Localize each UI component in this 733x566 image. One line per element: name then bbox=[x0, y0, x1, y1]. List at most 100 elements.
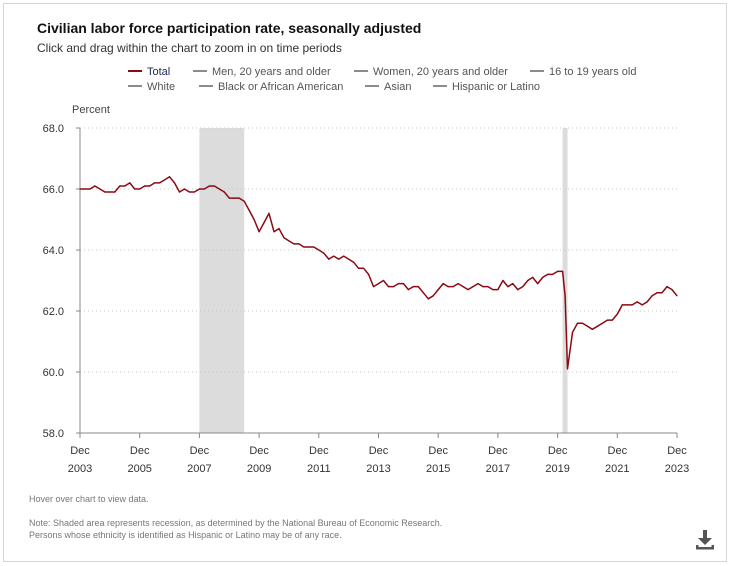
data-point bbox=[348, 258, 350, 260]
data-point bbox=[353, 261, 355, 263]
data-point bbox=[154, 182, 156, 184]
data-point bbox=[532, 276, 534, 278]
data-point bbox=[666, 286, 668, 288]
recession-band bbox=[199, 128, 245, 433]
legend-item-asian[interactable]: Asian bbox=[365, 81, 412, 93]
data-point bbox=[308, 246, 310, 248]
data-point bbox=[213, 185, 215, 187]
chart-panel bbox=[3, 3, 727, 562]
legend-label: Asian bbox=[384, 81, 412, 93]
data-point bbox=[208, 185, 210, 187]
recession-bands bbox=[199, 128, 568, 433]
data-point bbox=[417, 286, 419, 288]
legend-item-total[interactable]: Total bbox=[128, 66, 170, 78]
data-point bbox=[382, 279, 385, 282]
data-point bbox=[656, 292, 658, 294]
x-tick-label-year: 2019 bbox=[545, 463, 569, 475]
data-point bbox=[173, 182, 176, 184]
data-point bbox=[358, 267, 360, 269]
data-point bbox=[576, 322, 579, 324]
legend-item-black[interactable]: Black or African American bbox=[199, 81, 343, 93]
data-point bbox=[218, 188, 220, 190]
x-tick-label-year: 2005 bbox=[127, 463, 151, 475]
x-tick-label-month: Dec bbox=[249, 445, 269, 457]
data-point bbox=[253, 218, 255, 221]
data-point bbox=[134, 188, 136, 190]
x-tick-label-year: 2015 bbox=[426, 463, 450, 475]
legend-swatch bbox=[530, 70, 544, 73]
legend-swatch bbox=[433, 85, 447, 88]
x-tick-label-year: 2017 bbox=[486, 463, 510, 475]
data-point bbox=[591, 328, 594, 330]
legend-item-women-20-plus[interactable]: Women, 20 years and older bbox=[354, 66, 508, 78]
data-point bbox=[203, 188, 205, 190]
x-tick-label-month: Dec bbox=[70, 445, 90, 457]
data-point bbox=[547, 273, 549, 275]
data-point bbox=[452, 286, 454, 288]
data-point bbox=[169, 176, 171, 178]
x-tick-label-year: 2023 bbox=[665, 463, 689, 475]
data-point bbox=[566, 368, 569, 370]
x-tick-label-year: 2007 bbox=[187, 463, 211, 475]
legend-item-16-19[interactable]: 16 to 19 years old bbox=[530, 66, 636, 78]
data-point bbox=[661, 292, 663, 294]
legend-label: 16 to 19 years old bbox=[549, 66, 637, 78]
data-point bbox=[636, 301, 638, 303]
legend-label: Women, 20 years and older bbox=[373, 66, 508, 78]
data-point bbox=[298, 243, 300, 245]
data-point bbox=[372, 286, 375, 288]
data-point bbox=[89, 188, 91, 190]
data-point bbox=[198, 188, 200, 190]
data-point bbox=[104, 191, 106, 193]
series-layer bbox=[79, 176, 678, 370]
data-point bbox=[114, 191, 116, 193]
data-point bbox=[477, 283, 479, 285]
y-tick-label: 64.0 bbox=[43, 245, 64, 257]
data-point bbox=[343, 255, 345, 257]
data-point bbox=[263, 221, 265, 224]
data-point bbox=[84, 188, 86, 190]
data-point bbox=[497, 289, 499, 291]
data-point bbox=[149, 185, 151, 187]
x-tick-label-year: 2011 bbox=[307, 463, 331, 475]
legend-item-white[interactable]: White bbox=[128, 81, 175, 93]
x-tick-label-month: Dec bbox=[369, 445, 389, 457]
data-point bbox=[303, 246, 305, 248]
data-point bbox=[119, 185, 121, 187]
legend-label: Black or African American bbox=[218, 81, 344, 93]
data-point bbox=[377, 283, 380, 285]
data-point bbox=[676, 295, 678, 297]
data-point bbox=[412, 286, 414, 288]
data-point bbox=[333, 255, 335, 257]
x-tick-label-year: 2021 bbox=[605, 463, 629, 475]
data-point bbox=[129, 182, 131, 184]
y-axis-title: Percent bbox=[72, 104, 110, 116]
data-point bbox=[542, 276, 544, 278]
x-tick-label-year: 2003 bbox=[68, 463, 92, 475]
legend-label: Total bbox=[147, 66, 171, 78]
legend-swatch bbox=[354, 70, 368, 73]
data-point bbox=[278, 228, 280, 230]
data-point bbox=[616, 313, 618, 315]
data-point bbox=[457, 283, 459, 285]
data-point bbox=[288, 240, 290, 242]
legend-item-hispanic[interactable]: Hispanic or Latino bbox=[433, 81, 540, 93]
data-point bbox=[482, 286, 484, 288]
data-point bbox=[564, 295, 566, 297]
data-point bbox=[402, 283, 404, 285]
legend-swatch-total bbox=[128, 70, 142, 73]
data-point bbox=[318, 249, 320, 251]
download-button[interactable] bbox=[694, 528, 716, 550]
data-point bbox=[646, 301, 648, 303]
axes: 58.0 60.0 62.0 64.0 66.0 68.0 Dec 2003 Dec 2005 De… bbox=[43, 123, 690, 475]
legend-item-men-20-plus[interactable]: Men, 20 years and older bbox=[193, 66, 331, 78]
data-point bbox=[512, 283, 514, 285]
data-point bbox=[392, 286, 394, 288]
data-point bbox=[492, 289, 494, 291]
x-tick-label-month: Dec bbox=[309, 445, 329, 457]
legend-label: Hispanic or Latino bbox=[452, 81, 541, 93]
data-point bbox=[422, 292, 424, 294]
data-point bbox=[268, 212, 270, 214]
data-point bbox=[557, 270, 559, 272]
